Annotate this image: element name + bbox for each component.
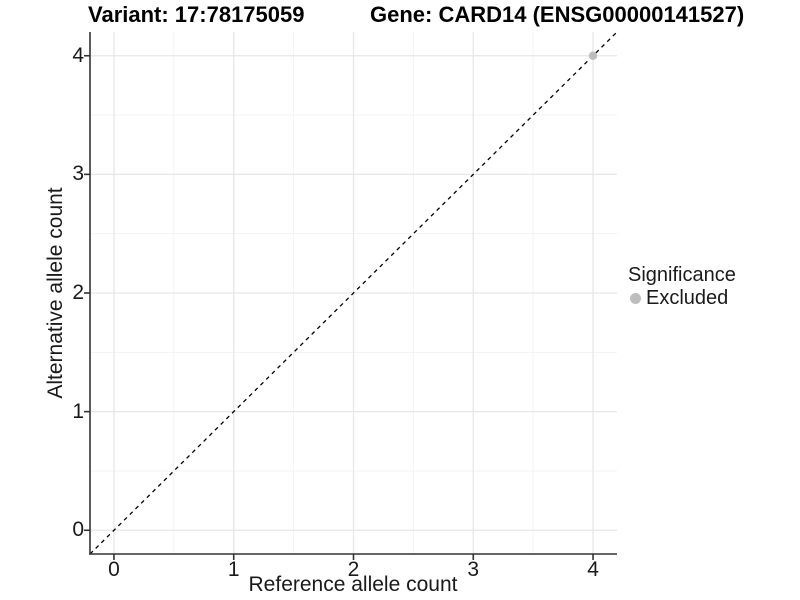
plot-title-gene: Gene: CARD14 (ENSG00000141527) <box>370 2 745 27</box>
identity-line <box>89 31 618 555</box>
data-point <box>588 51 598 60</box>
x-tick-label: 2 <box>347 558 360 581</box>
y-tick-label: 1 <box>72 399 84 423</box>
y-tick-label: 4 <box>72 43 84 67</box>
x-tick-label: 4 <box>587 558 599 581</box>
plot-title-variant: Variant: 17:78175059 <box>88 2 305 27</box>
legend: Significance Excluded <box>628 264 736 310</box>
legend-item: Excluded <box>628 287 736 310</box>
y-tick-label: 2 <box>72 281 84 304</box>
legend-item-label: Excluded <box>646 287 729 309</box>
legend-point-icon <box>630 293 641 304</box>
x-tick-label: 1 <box>227 558 240 581</box>
y-tick-label: 3 <box>72 162 84 186</box>
x-axis-title: Reference allele count <box>248 573 458 596</box>
x-tick-label: 3 <box>467 558 480 581</box>
legend-title: Significance <box>628 264 736 286</box>
legend-items: Excluded <box>628 287 736 310</box>
x-tick-label: 0 <box>108 558 120 581</box>
y-tick-label: 0 <box>72 518 84 542</box>
